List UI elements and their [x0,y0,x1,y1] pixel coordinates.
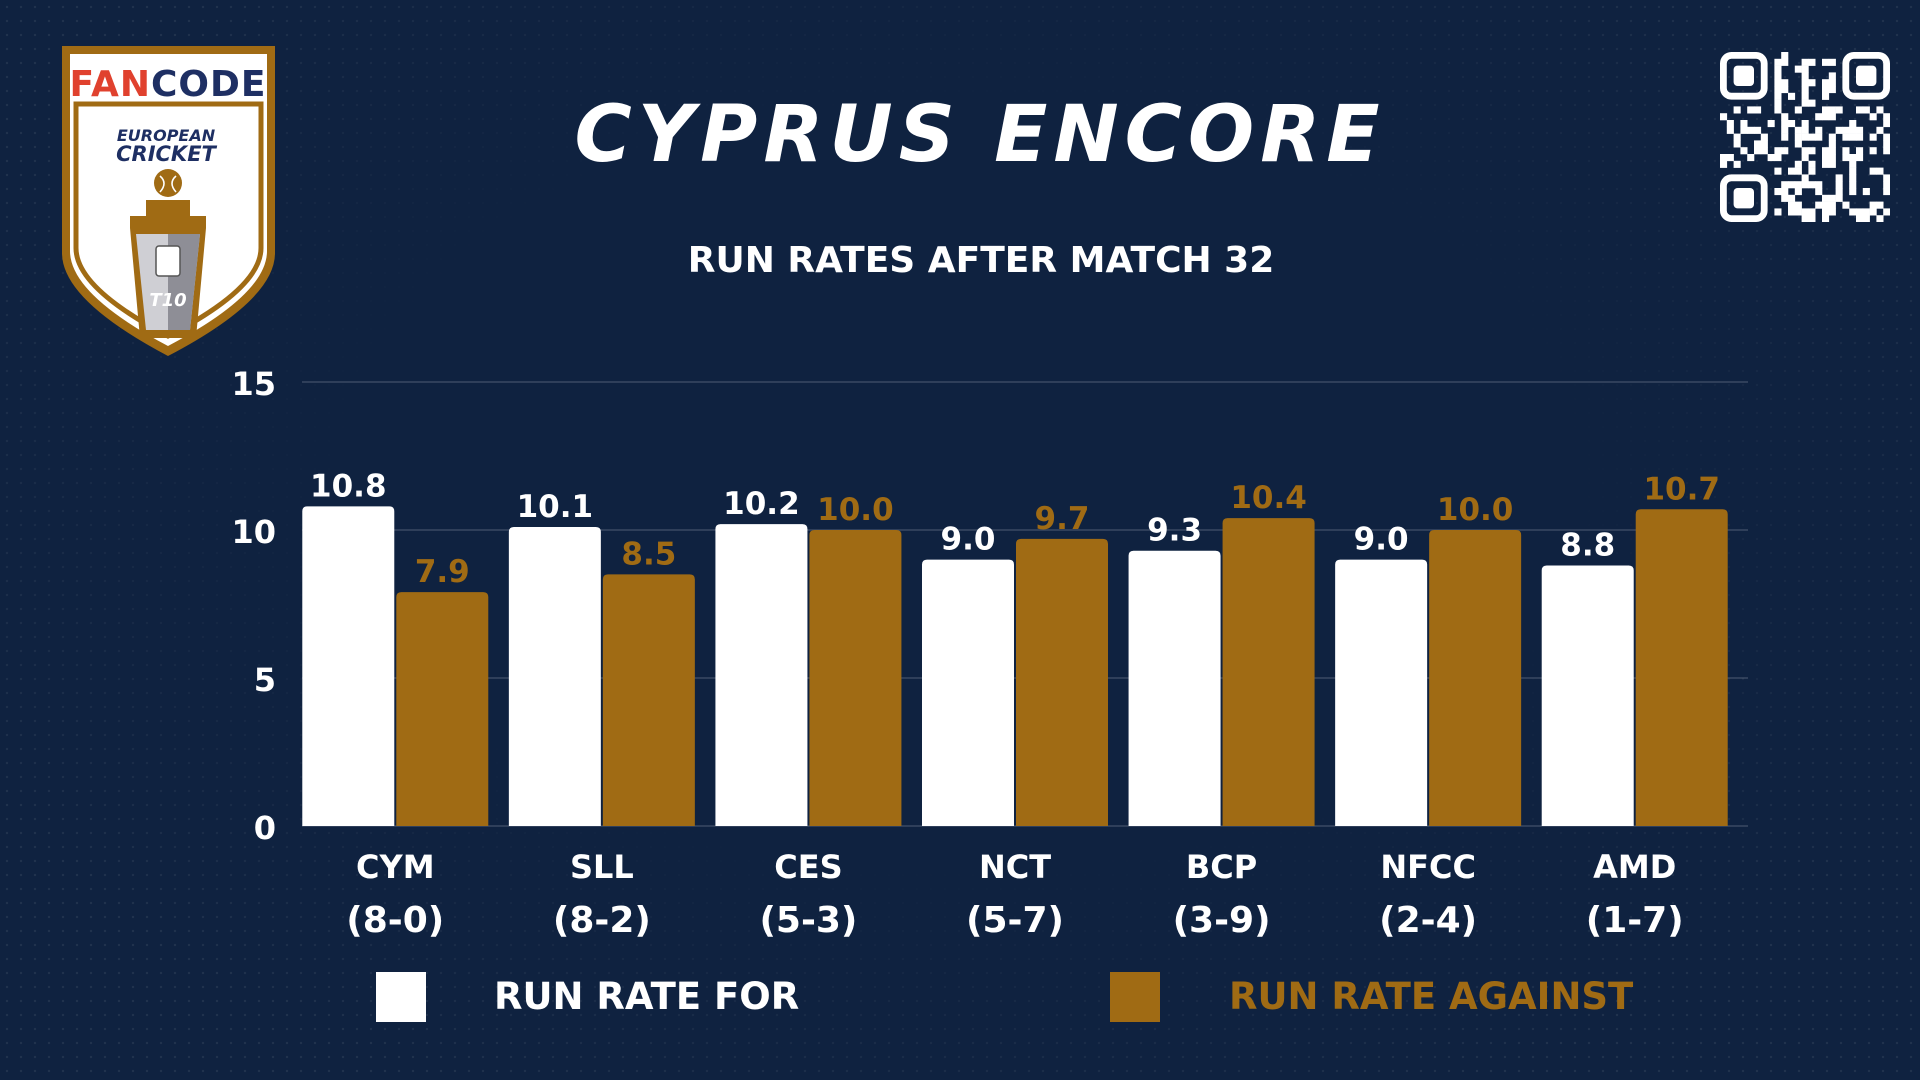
x-record-label: (1-7) [1586,900,1684,941]
legend-label-against: RUN RATE AGAINST [1229,975,1634,1018]
bar-run-rate-against [1429,530,1522,826]
x-category-label: NCT [979,848,1051,886]
x-record-label: (8-0) [346,900,444,941]
x-record-label: (5-7) [966,900,1064,941]
x-record-label: (5-3) [759,900,857,941]
qr-code-icon [1720,52,1890,222]
value-label-for: 10.1 [517,489,594,525]
bar-run-rate-for [302,506,395,826]
value-label-against: 10.0 [1437,492,1514,528]
x-category-label: SLL [570,848,634,886]
y-tick-label: 15 [231,365,276,403]
value-label-against: 10.7 [1643,471,1720,507]
logo-brand-part-1: FAN [70,64,151,105]
legend-label-for: RUN RATE FOR [494,975,800,1018]
bar-run-rate-for [715,524,808,826]
value-label-for: 9.3 [1147,513,1202,549]
bar-run-rate-against [1222,518,1315,826]
bar-run-rate-against [1016,538,1108,826]
x-record-label: (8-2) [553,900,651,941]
logo-line2: CRICKET [116,142,217,166]
bar-run-rate-for [1128,550,1221,826]
x-record-label: (3-9) [1173,900,1271,941]
x-category-label: BCP [1186,848,1257,886]
value-label-for: 9.0 [1354,522,1409,558]
bar-run-rate-for [1541,565,1634,826]
y-tick-label: 10 [231,513,276,551]
bar-run-rate-against [809,530,902,826]
value-label-against: 10.0 [817,492,894,528]
bar-run-rate-for [1335,559,1428,826]
x-category-label: CES [774,848,842,886]
page-title: CYPRUS ENCORE [574,90,1386,180]
legend-swatch-against [1110,972,1160,1022]
bar-run-rate-for [922,559,1014,826]
legend-swatch-for [376,972,426,1022]
logo-badge: T10 [149,290,186,311]
x-record-label: (2-4) [1379,900,1477,941]
value-label-against: 8.5 [621,536,676,572]
trophy-shield-icon [155,245,181,277]
x-category-label: AMD [1593,848,1676,886]
y-tick-label: 5 [254,661,276,699]
fancode-european-cricket-logo: FANCODE EUROPEAN CRICKET T10 [62,46,275,356]
bar-run-rate-against [1635,509,1728,826]
logo-brand-part-2: CODE [151,64,267,105]
value-label-against: 10.4 [1230,480,1307,516]
bar-run-rate-for [508,527,601,826]
value-label-for: 8.8 [1560,528,1615,564]
value-label-against: 9.7 [1035,501,1090,537]
x-category-label: NFCC [1380,848,1476,886]
x-category-label: CYM [356,848,435,886]
svg-text:FANCODE: FANCODE [70,64,267,105]
bar-run-rate-against [602,574,695,826]
chart-subtitle: RUN RATES AFTER MATCH 32 [687,240,1275,281]
value-label-against: 7.9 [415,554,470,590]
logo-line1: EUROPEAN [117,126,216,145]
value-label-for: 10.8 [310,468,387,504]
y-tick-label: 0 [254,809,276,847]
value-label-for: 9.0 [941,522,996,558]
bar-run-rate-against [396,592,489,826]
value-label-for: 10.2 [723,486,800,522]
